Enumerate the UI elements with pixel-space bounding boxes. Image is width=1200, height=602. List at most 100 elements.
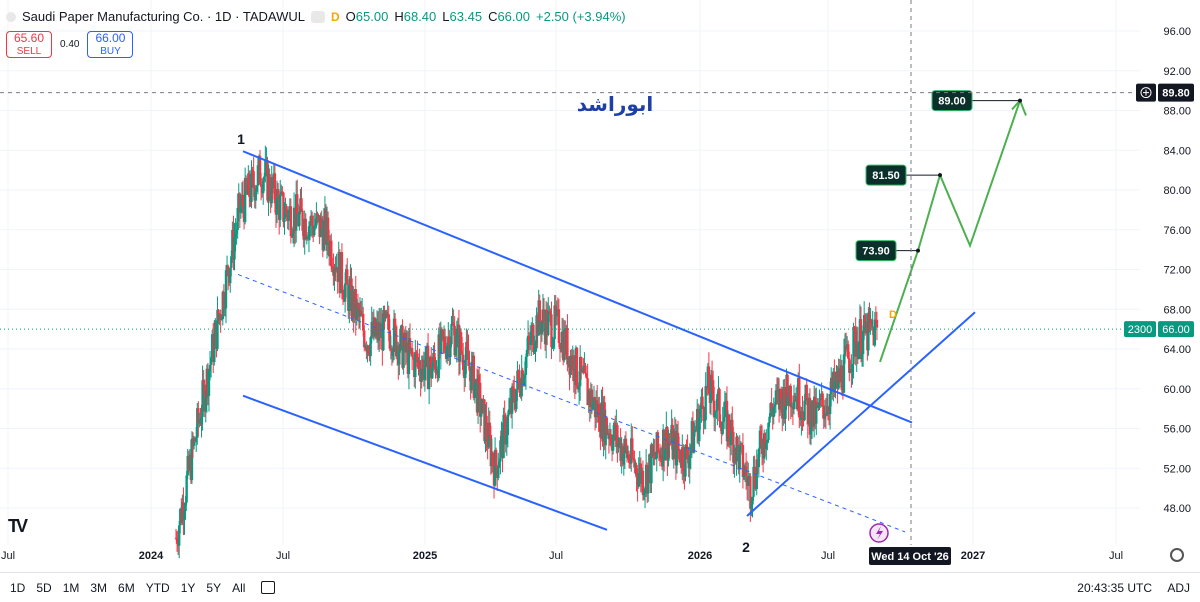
target-point bbox=[916, 248, 920, 253]
candle-body bbox=[635, 464, 638, 478]
candle-body bbox=[769, 403, 772, 417]
candle-body bbox=[598, 403, 601, 432]
clock[interactable]: 20:43:35 UTC bbox=[1077, 581, 1152, 595]
candle-body bbox=[255, 185, 259, 192]
candle-body bbox=[248, 173, 251, 197]
candle-body bbox=[220, 319, 223, 321]
chart-settings-icon[interactable] bbox=[311, 10, 325, 23]
range-5y[interactable]: 5Y bbox=[206, 580, 222, 595]
target-label-box[interactable] bbox=[865, 164, 907, 186]
candle-body bbox=[481, 398, 484, 414]
candle-body bbox=[283, 217, 286, 222]
candle-body bbox=[716, 394, 719, 411]
projection-path[interactable] bbox=[879, 100, 1021, 363]
candle-body bbox=[786, 374, 789, 396]
candle-body bbox=[833, 371, 836, 390]
candle-body bbox=[245, 178, 248, 191]
range-3m[interactable]: 3M bbox=[90, 580, 108, 595]
candle-body bbox=[710, 374, 714, 381]
bottom-toolbar: 1D 5D 1M 3M 6M YTD 1Y 5Y All 20:43:35 UTC ADJ bbox=[0, 572, 1200, 602]
target-label-box[interactable] bbox=[931, 90, 973, 112]
candle-body bbox=[721, 421, 724, 434]
candle-body bbox=[870, 319, 873, 327]
candle-body bbox=[857, 342, 861, 360]
candles bbox=[174, 145, 879, 559]
candle-body bbox=[270, 177, 273, 204]
channel-upper-line[interactable] bbox=[242, 150, 913, 424]
range-1m[interactable]: 1M bbox=[62, 580, 80, 595]
candle-body bbox=[713, 400, 716, 418]
dividend-marker[interactable]: D bbox=[889, 309, 897, 321]
candle-body bbox=[859, 319, 863, 359]
gear-icon[interactable] bbox=[1170, 548, 1184, 562]
trend-support-line[interactable] bbox=[746, 311, 976, 517]
candle-body bbox=[641, 470, 645, 496]
sell-button[interactable]: 65.60 SELL bbox=[6, 31, 52, 58]
symbol-title[interactable]: Saudi Paper Manufacturing Co. · 1D · TAD… bbox=[22, 9, 305, 24]
candle-body bbox=[747, 477, 750, 486]
candle-body bbox=[591, 403, 595, 410]
candle-body bbox=[584, 365, 587, 374]
candle-body bbox=[828, 394, 832, 415]
adjustment-toggle[interactable]: ADJ bbox=[1167, 581, 1190, 595]
calendar-icon[interactable] bbox=[261, 581, 276, 594]
candle-body bbox=[815, 402, 818, 424]
candle-body bbox=[452, 322, 455, 326]
candle-body bbox=[727, 414, 731, 437]
tradingview-logo[interactable]: TV bbox=[8, 516, 28, 536]
candle-body bbox=[840, 365, 844, 391]
candle-body bbox=[580, 357, 583, 373]
channel-mid-line[interactable] bbox=[237, 274, 906, 533]
candle-body bbox=[275, 189, 279, 215]
candle-body bbox=[414, 352, 417, 378]
candle-body bbox=[346, 269, 349, 285]
candle-body bbox=[182, 502, 185, 520]
target-label-box[interactable] bbox=[855, 240, 897, 262]
range-1d[interactable]: 1D bbox=[10, 580, 26, 595]
candle-body bbox=[224, 270, 228, 309]
candle-body bbox=[538, 300, 541, 322]
range-6m[interactable]: 6M bbox=[118, 580, 135, 595]
candle-body bbox=[701, 396, 704, 407]
dividend-badge[interactable]: D bbox=[331, 9, 340, 24]
symbol-logo-icon bbox=[6, 11, 16, 22]
time-tick-label: Jul bbox=[1109, 550, 1123, 562]
candle-body bbox=[798, 377, 801, 418]
candle-body bbox=[190, 438, 194, 481]
candle-body bbox=[772, 406, 775, 417]
price-chart[interactable]: 89.00 81.50 73.90 1 2 ابوراشد D 96.00 92.00 88.0… bbox=[0, 0, 1200, 572]
range-5d[interactable]: 5D bbox=[36, 580, 52, 595]
candle-body bbox=[677, 448, 681, 451]
range-all[interactable]: All bbox=[232, 580, 246, 595]
buy-button[interactable]: 66.00 BUY bbox=[87, 30, 134, 58]
candle-body bbox=[643, 488, 647, 494]
candle-body bbox=[304, 218, 307, 240]
candle-body bbox=[664, 449, 667, 460]
target-label: 73.90 bbox=[862, 246, 890, 258]
ohlc-key: O bbox=[345, 9, 356, 24]
candle-body bbox=[750, 504, 753, 509]
candle-body bbox=[647, 466, 650, 494]
range-1y[interactable]: 1Y bbox=[180, 580, 196, 595]
candle-body bbox=[343, 283, 347, 302]
candle-body bbox=[230, 256, 233, 268]
candle-body bbox=[549, 311, 552, 315]
candle-body bbox=[216, 309, 219, 349]
buy-price: 66.00 bbox=[95, 30, 126, 45]
time-tick-label: 2027 bbox=[961, 550, 985, 562]
candle-body bbox=[331, 265, 334, 269]
candle-body bbox=[551, 346, 554, 348]
candle-body bbox=[526, 335, 530, 350]
candle-body bbox=[513, 388, 516, 403]
range-ytd[interactable]: YTD bbox=[145, 580, 170, 595]
candle-body bbox=[313, 226, 316, 236]
candle-body bbox=[553, 305, 556, 340]
candle-body bbox=[575, 347, 579, 386]
candle-body bbox=[735, 436, 738, 462]
candle-body bbox=[572, 355, 575, 382]
channel-lower-line[interactable] bbox=[242, 394, 608, 531]
candle-body bbox=[470, 361, 473, 391]
candle-body bbox=[449, 344, 452, 358]
candle-body bbox=[842, 354, 846, 393]
candle-body bbox=[208, 364, 212, 372]
